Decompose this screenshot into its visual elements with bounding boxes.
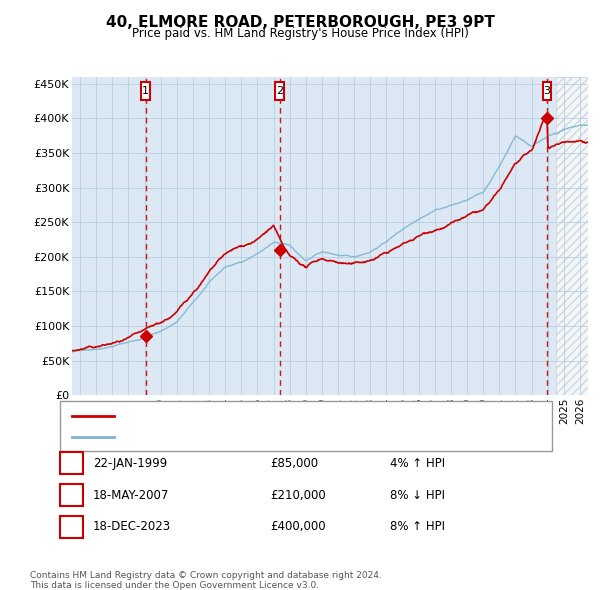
Text: £85,000: £85,000 (270, 457, 318, 470)
Text: 8% ↑ HPI: 8% ↑ HPI (390, 520, 445, 533)
Text: £400,000: £400,000 (270, 520, 326, 533)
Text: 22-JAN-1999: 22-JAN-1999 (93, 457, 167, 470)
Text: £210,000: £210,000 (270, 489, 326, 502)
Text: 18-MAY-2007: 18-MAY-2007 (93, 489, 169, 502)
FancyBboxPatch shape (275, 82, 284, 100)
Text: 2: 2 (276, 86, 283, 96)
Text: 2: 2 (68, 489, 75, 502)
Text: This data is licensed under the Open Government Licence v3.0.: This data is licensed under the Open Gov… (30, 581, 319, 590)
Text: 40, ELMORE ROAD, PETERBOROUGH, PE3 9PT (detached house): 40, ELMORE ROAD, PETERBOROUGH, PE3 9PT (… (120, 411, 453, 421)
Text: 18-DEC-2023: 18-DEC-2023 (93, 520, 171, 533)
Text: 3: 3 (544, 86, 551, 96)
Text: 1: 1 (142, 86, 149, 96)
Text: HPI: Average price, detached house, City of Peterborough: HPI: Average price, detached house, City… (120, 432, 421, 442)
Text: 40, ELMORE ROAD, PETERBOROUGH, PE3 9PT: 40, ELMORE ROAD, PETERBOROUGH, PE3 9PT (106, 15, 494, 30)
FancyBboxPatch shape (542, 82, 551, 100)
Text: 3: 3 (68, 520, 75, 533)
Text: Contains HM Land Registry data © Crown copyright and database right 2024.: Contains HM Land Registry data © Crown c… (30, 571, 382, 579)
Text: Price paid vs. HM Land Registry's House Price Index (HPI): Price paid vs. HM Land Registry's House … (131, 27, 469, 40)
FancyBboxPatch shape (141, 82, 150, 100)
Text: 1: 1 (68, 457, 75, 470)
Text: 8% ↓ HPI: 8% ↓ HPI (390, 489, 445, 502)
Text: 4% ↑ HPI: 4% ↑ HPI (390, 457, 445, 470)
